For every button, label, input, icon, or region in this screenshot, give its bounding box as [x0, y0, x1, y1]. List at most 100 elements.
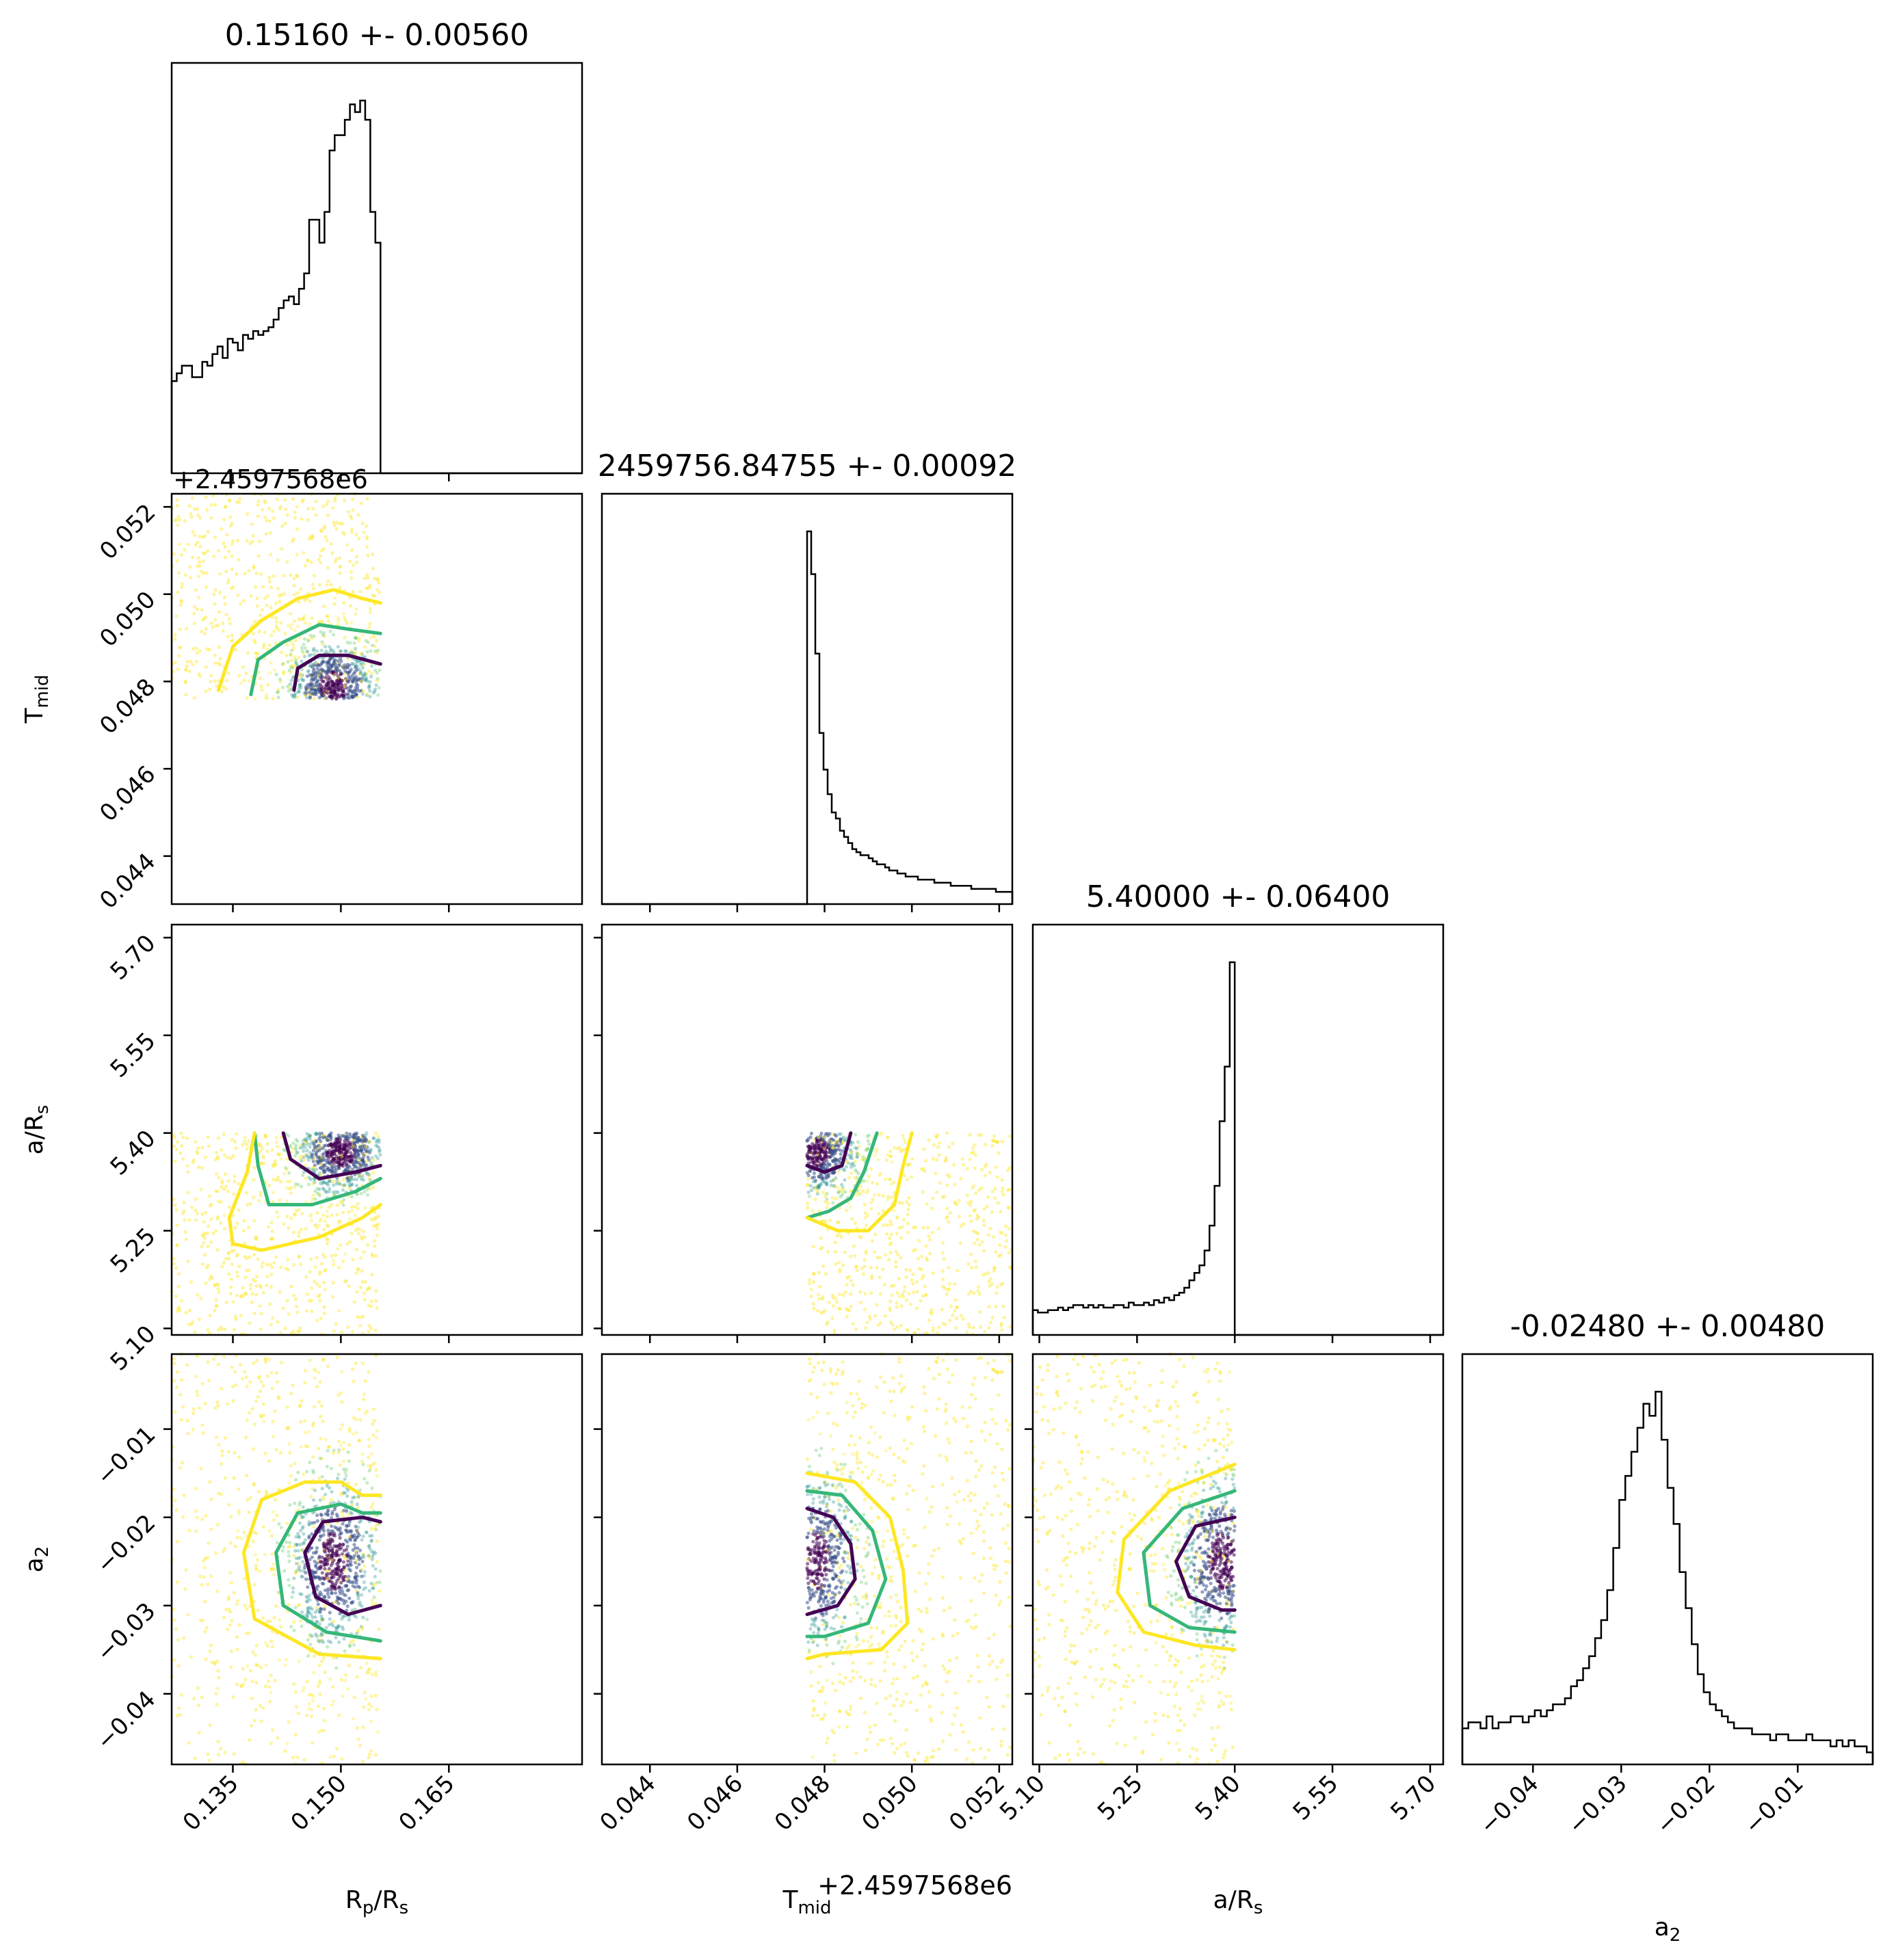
scatter-point	[860, 1481, 864, 1485]
scatter-point	[302, 652, 306, 656]
scatter-point	[239, 1536, 243, 1540]
scatter-point	[855, 1152, 860, 1156]
scatter-point	[998, 1230, 1003, 1234]
scatter-point	[343, 1584, 347, 1588]
scatter-point	[326, 1445, 330, 1449]
scatter-point	[222, 1153, 227, 1157]
scatter-point	[828, 1140, 832, 1145]
scatter-point	[350, 690, 354, 694]
scatter-point	[937, 1325, 941, 1329]
scatter-point	[971, 1186, 975, 1190]
scatter-point	[344, 618, 348, 623]
scatter-point	[235, 1270, 239, 1274]
scatter-point	[304, 1444, 308, 1448]
scatter-point	[287, 1226, 291, 1230]
scatter-point	[868, 1314, 872, 1319]
scatter-point	[325, 1209, 329, 1213]
scatter-point	[356, 683, 360, 688]
scatter-point	[300, 673, 304, 677]
scatter-point	[319, 1173, 323, 1177]
scatter-point	[301, 1505, 305, 1509]
scatter-point	[218, 610, 222, 614]
scatter-point	[176, 523, 180, 527]
scatter-point	[274, 1448, 278, 1452]
scatter-point	[906, 1507, 910, 1512]
scatter-point	[377, 1222, 381, 1226]
scatter-point	[272, 1563, 276, 1567]
scatter-point	[179, 603, 183, 607]
scatter-point	[877, 1212, 881, 1216]
scatter-point	[199, 1187, 203, 1191]
scatter-point	[291, 643, 295, 647]
scatter-point	[285, 653, 289, 658]
scatter-point	[229, 1277, 233, 1282]
scatter-point	[230, 1619, 234, 1623]
scatter-point	[233, 1174, 237, 1178]
scatter-point	[308, 683, 312, 687]
scatter-point	[821, 1550, 826, 1554]
scatter-point	[373, 1574, 377, 1578]
scatter-point	[308, 1460, 312, 1464]
scatter-point	[298, 683, 302, 687]
scatter-point	[345, 696, 350, 700]
scatter-point	[350, 1232, 354, 1236]
scatter-point	[298, 1326, 302, 1330]
scatter-point	[216, 1753, 220, 1757]
scatter-point	[289, 687, 293, 691]
scatter-point	[362, 1574, 367, 1578]
scatter-point	[289, 663, 293, 667]
scatter-point	[839, 1132, 843, 1136]
scatter-point	[363, 1144, 368, 1148]
scatter-point	[993, 1196, 997, 1200]
scatter-point	[1007, 1227, 1011, 1231]
scatter-point	[889, 1195, 893, 1200]
scatter-point	[343, 1280, 347, 1284]
scatter-point	[838, 1710, 842, 1714]
scatter-point	[226, 1189, 231, 1193]
scatter-point	[314, 1133, 319, 1137]
scatter-point	[235, 1252, 240, 1256]
scatter-point	[962, 1163, 966, 1167]
scatter-point	[353, 1538, 357, 1542]
scatter-point	[920, 1277, 924, 1281]
scatter-point	[884, 1232, 888, 1236]
scatter-point	[316, 1684, 320, 1688]
scatter-point	[817, 1184, 821, 1188]
scatter-point	[330, 1580, 334, 1584]
scatter-point	[329, 1466, 333, 1470]
scatter-point	[302, 1541, 306, 1545]
scatter-point	[354, 560, 359, 564]
scatter-point	[231, 1154, 235, 1158]
scatter-point	[852, 1415, 856, 1419]
scatter-point	[209, 621, 213, 625]
scatter-point	[176, 1306, 181, 1310]
scatter-point	[888, 1177, 893, 1182]
scatter-point	[232, 1752, 236, 1756]
scatter-point	[332, 1170, 337, 1174]
scatter-point	[207, 648, 212, 652]
scatter-point	[331, 1258, 335, 1262]
scatter-point	[309, 1693, 314, 1697]
scatter-point	[347, 1663, 351, 1667]
scatter-point	[308, 1134, 312, 1139]
scatter-point	[927, 1252, 932, 1256]
scatter-point	[181, 1405, 185, 1409]
scatter-point	[300, 1154, 304, 1158]
scatter-point	[937, 1747, 941, 1751]
scatter-point	[325, 1546, 329, 1550]
scatter-point	[818, 1500, 822, 1505]
scatter-point	[295, 1150, 300, 1155]
scatter-point	[310, 1607, 314, 1611]
scatter-point	[207, 1144, 211, 1148]
scatter-point	[971, 1229, 976, 1233]
scatter-point	[189, 1205, 194, 1209]
scatter-point	[888, 1219, 893, 1223]
scatter-point	[834, 1486, 838, 1490]
scatter-point	[359, 1285, 363, 1290]
scatter-point	[370, 664, 374, 668]
scatter-point	[289, 665, 293, 670]
scatter-point	[252, 1195, 256, 1200]
scatter-point	[849, 1189, 853, 1193]
scatter-point	[335, 678, 339, 683]
scatter-point	[378, 668, 382, 672]
